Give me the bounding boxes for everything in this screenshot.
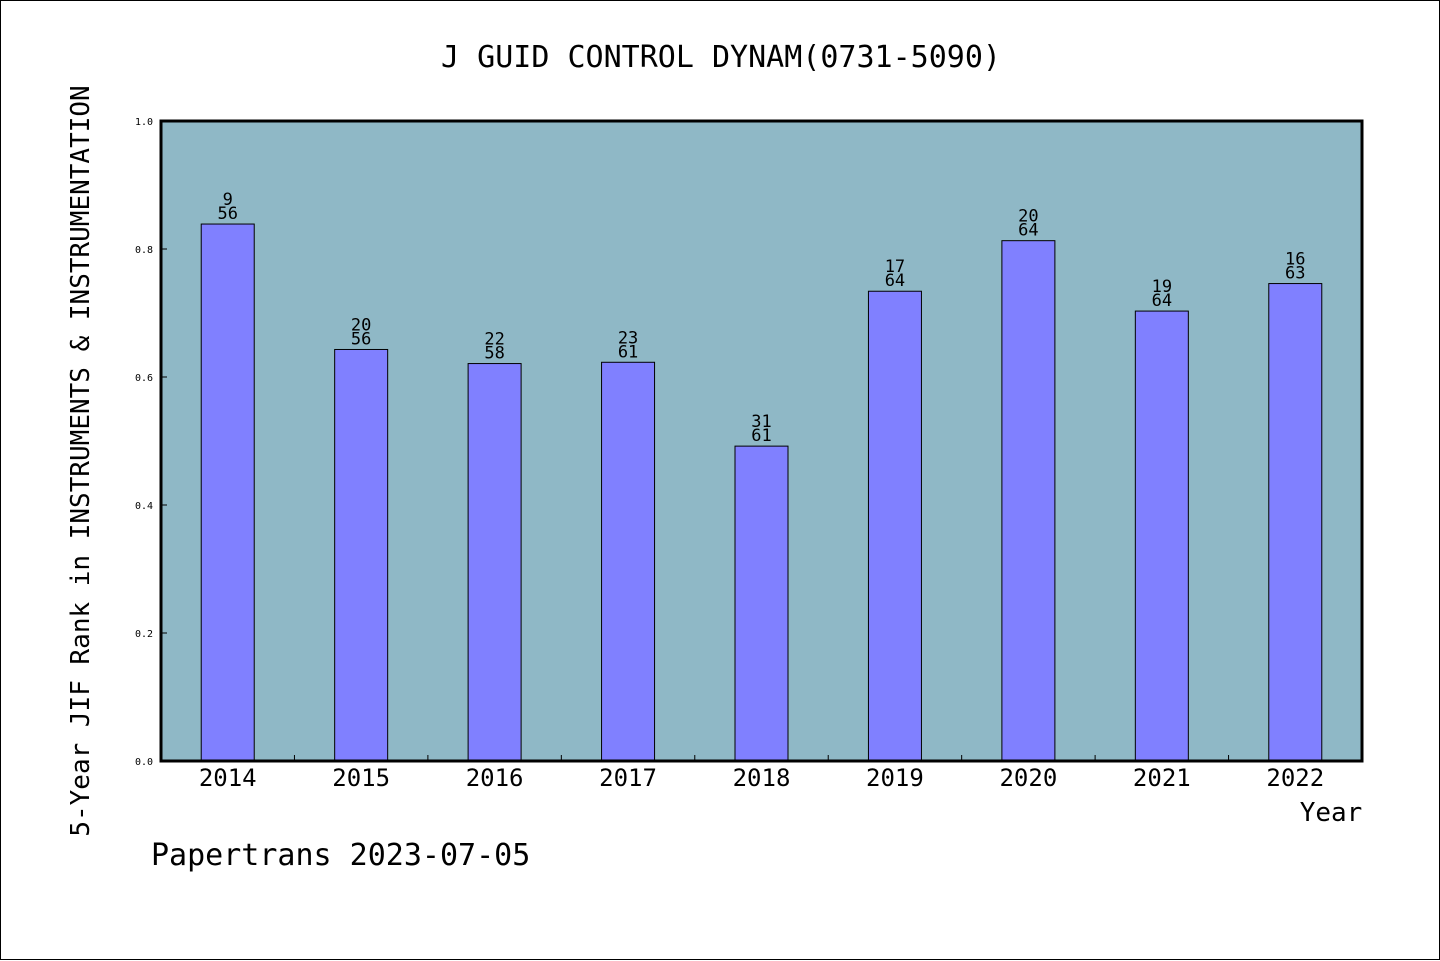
bar-rank-label: 16 [1285,250,1305,270]
x-tick-label: 2020 [999,764,1057,792]
bar-total-label: 56 [351,329,371,349]
bar-total-label: 61 [751,426,771,446]
y-tick-label: 0.2 [135,629,153,640]
x-axis-ticks: 2014 2015 2016 2017 2018 2019 2020 2021 2022 [199,755,1324,792]
bar-2015 [334,348,389,762]
bar-rank-label: 20 [1018,207,1038,227]
x-tick-label: 2018 [733,764,791,792]
x-tick-label: 2019 [866,764,924,792]
y-tick-label: 0.0 [135,757,153,768]
bar-2018 [734,445,789,762]
y-tick-label: 0.4 [135,501,153,512]
y-tick-label: 1.0 [135,117,153,128]
bar-total-label: 56 [217,204,237,224]
bar-total-label: 64 [1018,221,1038,241]
bar-2014 [200,223,255,762]
x-tick-label: 2021 [1133,764,1191,792]
x-tick-label: 2022 [1266,764,1324,792]
bar-total-label: 64 [1152,291,1172,311]
bar-2022 [1268,283,1323,762]
bar-rank-label: 17 [885,257,905,277]
bar-2021 [1134,310,1189,762]
bar-rank-label: 19 [1152,277,1172,297]
x-tick-label: 2016 [466,764,524,792]
bar-rank-label: 20 [351,315,371,335]
plot-border [159,119,1364,763]
bar-2016 [467,363,522,762]
y-tick-label: 0.8 [135,245,153,256]
bar-total-label: 58 [484,344,504,364]
y-tick-label: 0.6 [135,373,153,384]
bar-2020 [1001,240,1056,762]
bars-group [200,223,1323,762]
footer-credit: Papertrans 2023-07-05 [151,838,530,873]
bar-rank-label: 31 [751,412,771,432]
bar-total-label: 63 [1285,264,1305,284]
x-axis-label: Year [1300,798,1363,828]
bar-total-label: 61 [618,342,638,362]
x-tick-label: 2017 [599,764,657,792]
bar-rank-label: 22 [484,330,504,350]
y-axis-label: 5-Year JIF Rank in INSTRUMENTS & INSTRUM… [66,85,96,836]
x-tick-label: 2015 [332,764,390,792]
bar-2017 [601,361,656,762]
bar-rank-label: 23 [618,328,638,348]
chart-title: J GUID CONTROL DYNAM(0731-5090) [441,40,1001,75]
bar-2019 [867,290,922,762]
bar-rank-label: 9 [223,190,233,210]
bar-total-label: 64 [885,271,905,291]
x-tick-label: 2014 [199,764,257,792]
